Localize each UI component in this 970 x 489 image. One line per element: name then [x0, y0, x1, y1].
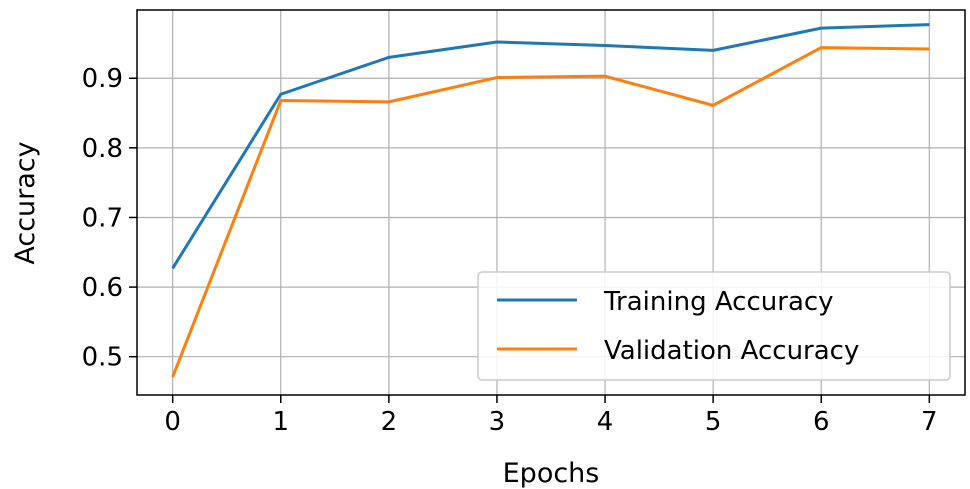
legend-box: [477, 271, 951, 381]
x-tick-label: 0: [164, 407, 181, 437]
series-line-validation: [171, 46, 930, 378]
x-tick-label: 5: [705, 407, 722, 437]
legend: Training Accuracy Validation Accuracy: [477, 271, 951, 381]
x-tick-label: 2: [381, 407, 398, 437]
x-axis-label: Epochs: [503, 458, 600, 489]
x-tick-label: 6: [813, 407, 830, 437]
plot-frame: [136, 9, 966, 396]
y-tick-label: 0.7: [82, 203, 123, 233]
y-tick-label: 0.6: [82, 273, 123, 303]
y-axis-label: Accuracy: [10, 141, 41, 264]
x-tick-label: 1: [272, 407, 289, 437]
x-tick-label: 3: [489, 407, 506, 437]
y-tick-label: 0.9: [82, 64, 123, 94]
y-tick-label: 0.8: [82, 134, 123, 164]
legend-label-training: Training Accuracy: [603, 287, 834, 317]
series-line-training: [171, 23, 930, 270]
series-lines: [171, 23, 930, 378]
y-tick-label: 0.5: [82, 343, 123, 373]
ticks: 0 1 2 3 4 5 6 7 0.5 0.6 0.7 0.8 0.9: [82, 64, 938, 437]
x-tick-label: 4: [597, 407, 614, 437]
legend-label-validation: Validation Accuracy: [604, 336, 859, 366]
x-tick-label: 7: [921, 407, 938, 437]
